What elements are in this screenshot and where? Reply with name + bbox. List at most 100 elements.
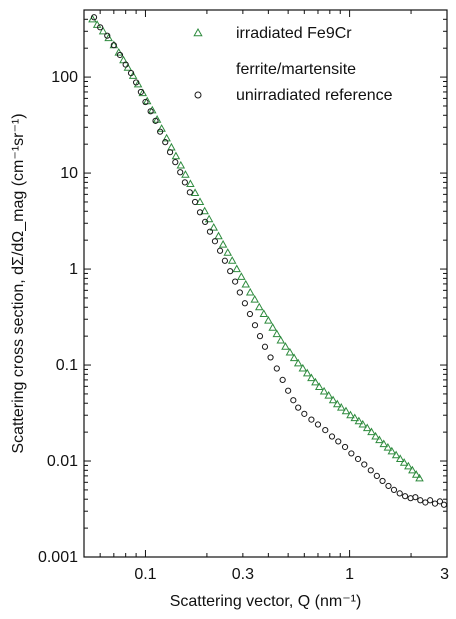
circle-point: [373, 472, 380, 479]
triangle-point: [404, 461, 413, 470]
triangle-point: [167, 142, 176, 151]
circle-point: [232, 278, 239, 285]
y-tick-label: 100: [51, 69, 78, 86]
triangle-point: [181, 170, 190, 178]
triangle-point: [328, 395, 338, 404]
circle-point: [196, 209, 204, 216]
triangle-point: [375, 435, 384, 444]
triangle-point: [314, 382, 324, 391]
circle-point: [385, 482, 392, 490]
triangle-point: [285, 347, 295, 356]
circle-point: [417, 497, 424, 504]
circle-point: [157, 128, 164, 135]
x-tick-label: 1: [345, 566, 354, 583]
triangle-point: [362, 423, 372, 432]
circle-point: [379, 477, 386, 485]
triangle-point: [250, 295, 260, 303]
triangle-point: [152, 115, 162, 123]
triangle-point: [350, 413, 360, 422]
y-tick-label: 0.001: [38, 549, 78, 566]
circle-point: [308, 416, 315, 423]
circle-point: [142, 98, 149, 106]
triangle-point: [336, 402, 346, 411]
triangle-point: [387, 446, 397, 455]
x-axis-title: Scattering vector, Q (nm⁻¹): [170, 593, 362, 610]
legend: irradiated Fe9Cr ferrite/martensite unirra…: [193, 25, 393, 104]
circle-point: [122, 61, 129, 68]
triangle-point: [162, 133, 171, 142]
circle-point: [166, 149, 174, 156]
legend-label: ferrite/martensite: [236, 61, 356, 78]
circle-point: [90, 14, 98, 21]
triangle-point: [227, 256, 237, 264]
triangle-point: [209, 223, 219, 231]
triangle-point: [408, 465, 417, 474]
triangle-point: [186, 179, 195, 187]
triangle-point: [104, 33, 113, 42]
circle-point: [295, 404, 302, 411]
legend-label: irradiated Fe9Cr: [236, 25, 352, 42]
triangle-point: [399, 458, 409, 466]
circle-point: [361, 461, 368, 468]
triangle-point: [114, 47, 124, 56]
circle-point: [127, 70, 135, 77]
triangle-point: [311, 377, 320, 386]
circle-point: [290, 397, 297, 404]
circle-point: [279, 376, 286, 384]
triangle-point: [276, 335, 286, 344]
circle-point: [301, 410, 308, 417]
legend-label: unirradiated reference: [236, 87, 393, 104]
triangle-point: [176, 160, 186, 169]
triangle-point: [307, 373, 316, 382]
triangle-point: [264, 316, 273, 324]
triangle-point: [133, 79, 143, 88]
circle-point: [322, 426, 329, 434]
triangle-point: [395, 454, 405, 463]
triangle-point: [371, 431, 380, 440]
circle-point: [177, 169, 184, 176]
circle-point: [335, 438, 342, 445]
triangle-point: [354, 416, 364, 425]
circle-point: [285, 387, 292, 394]
circle-point: [440, 501, 448, 508]
triangle-point: [379, 439, 389, 448]
triangle-point: [218, 239, 228, 248]
triangle-point: [332, 399, 342, 408]
triangle-point: [214, 231, 223, 240]
triangle-point: [324, 391, 333, 399]
legend-circle-icon: [194, 91, 202, 99]
triangle-point: [391, 450, 401, 459]
circle-point: [152, 117, 159, 124]
y-tick-label: 1: [69, 261, 78, 278]
circle-point: [431, 500, 439, 507]
y-tick-label: 10: [60, 165, 78, 182]
triangle-point: [268, 323, 277, 331]
triangle-point: [411, 470, 421, 478]
triangle-point: [302, 368, 312, 377]
x-tick-label: 0.3: [232, 566, 254, 583]
y-tick-label: 0.1: [56, 357, 78, 374]
circle-point: [147, 108, 154, 115]
legend-triangle-icon: [193, 27, 203, 37]
x-tick-label: 0.1: [134, 566, 156, 583]
x-tick-label: 3: [440, 566, 449, 583]
circle-point: [221, 257, 228, 264]
circle-point: [256, 333, 264, 340]
triangle-point: [88, 14, 97, 23]
circle-point: [328, 433, 336, 440]
circle-point: [137, 88, 145, 96]
circle-point: [133, 79, 140, 86]
triangle-point: [237, 272, 246, 280]
triangle-point: [367, 427, 376, 436]
circle-point: [110, 42, 117, 49]
circle-point: [436, 498, 444, 505]
triangle-point: [319, 386, 329, 395]
data-points: [88, 14, 448, 508]
triangle-point: [341, 406, 351, 415]
circle-point: [236, 289, 243, 296]
triangle-point: [346, 410, 355, 419]
triangle-point: [415, 473, 424, 482]
circle-point: [181, 179, 188, 186]
circle-point: [186, 189, 193, 196]
